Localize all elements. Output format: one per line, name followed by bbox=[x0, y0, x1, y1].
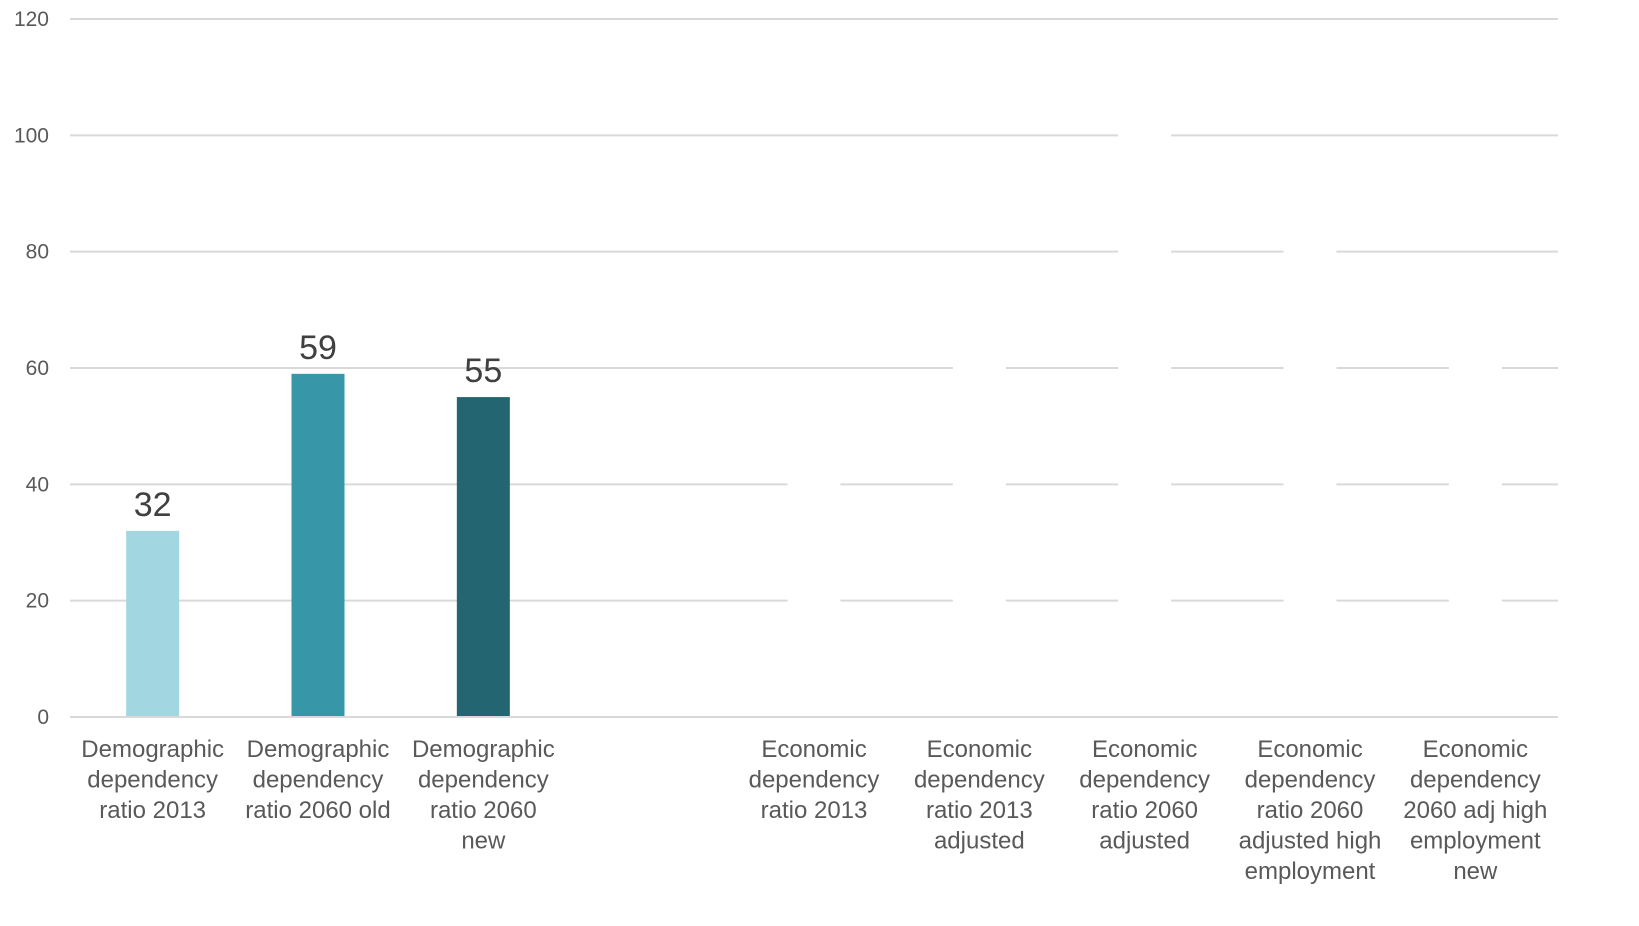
x-category-label: Economic dependency 2060 adj high employmen… bbox=[1403, 736, 1547, 885]
x-category-label: Economic dependency ratio 2060 adjusted bbox=[1079, 736, 1210, 855]
gridline-gap bbox=[787, 482, 841, 716]
x-category-label: Demographic dependency ratio 2013 bbox=[81, 736, 224, 824]
data-label: 55 bbox=[464, 352, 502, 390]
data-label: 59 bbox=[299, 329, 337, 367]
data-label: 32 bbox=[134, 486, 172, 524]
bar bbox=[456, 397, 510, 717]
y-tick-label: 80 bbox=[26, 241, 49, 264]
bar bbox=[126, 530, 180, 717]
y-tick-label: 20 bbox=[26, 590, 49, 613]
y-tick-label: 120 bbox=[14, 8, 49, 31]
x-category-label: Economic dependency ratio 2060 adjusted hig… bbox=[1239, 736, 1382, 885]
gridline-gap bbox=[1448, 366, 1502, 716]
x-category-label: Demographic dependency ratio 2060 new bbox=[412, 736, 555, 855]
gridline-gap bbox=[952, 366, 1006, 716]
x-category-label: Economic dependency ratio 2013 bbox=[749, 736, 880, 824]
y-tick-label: 60 bbox=[26, 357, 49, 380]
bar bbox=[291, 373, 345, 717]
x-axis-category-labels: Demographic dependency ratio 2013Demograph… bbox=[81, 736, 1547, 885]
gridline-gap bbox=[1118, 133, 1172, 717]
y-tick-label: 40 bbox=[26, 473, 49, 496]
y-tick-label: 100 bbox=[14, 124, 49, 147]
gridline-gap bbox=[1283, 249, 1337, 716]
x-category-label: Demographic dependency ratio 2060 old bbox=[245, 736, 390, 824]
y-axis-tick-labels: 0 20 40 60 80 100 120 bbox=[14, 8, 49, 729]
bars bbox=[126, 373, 510, 717]
data-labels: 32 59 55 bbox=[134, 329, 502, 524]
x-category-label: Economic dependency ratio 2013 adjusted bbox=[914, 736, 1045, 855]
gridline-gaps bbox=[787, 133, 1502, 717]
y-tick-label: 0 bbox=[37, 706, 49, 729]
